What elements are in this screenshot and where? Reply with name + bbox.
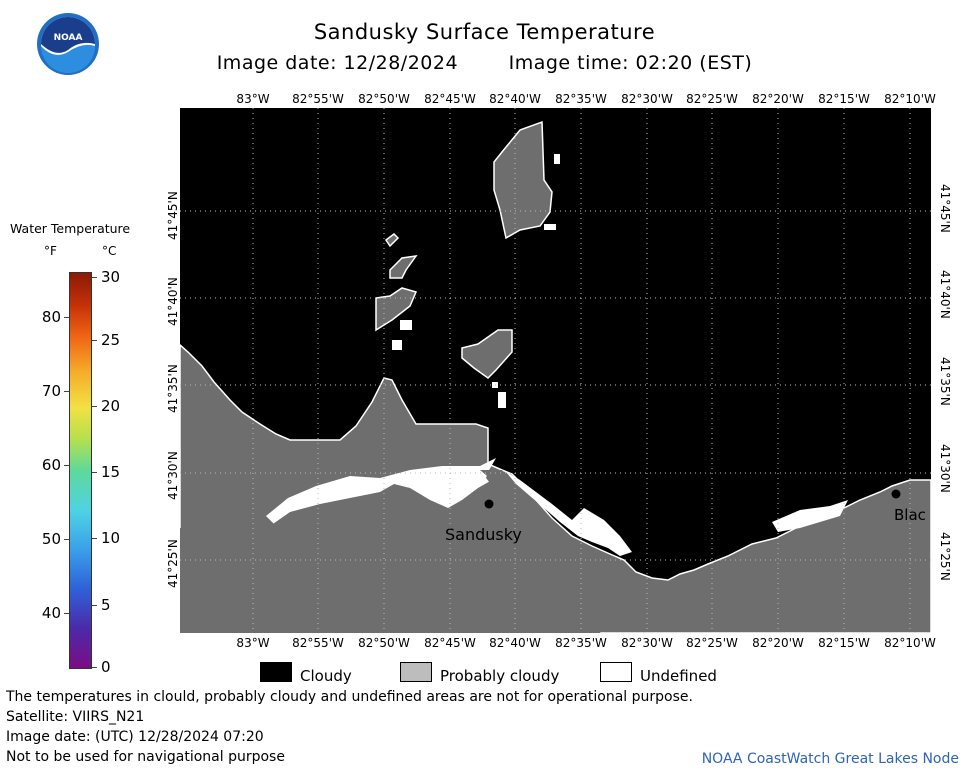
lat-label-left: 41°25'N: [166, 539, 180, 588]
legend-label-probably-cloudy: Probably cloudy: [440, 667, 560, 685]
c-tick-mark: [92, 667, 97, 668]
probably-cloudy-island: [493, 120, 553, 240]
lon-label-top: 82°20'W: [752, 92, 804, 106]
utc-date-text: Image date: (UTC) 12/28/2024 07:20: [6, 729, 264, 745]
lon-label-top: 82°35'W: [555, 92, 607, 106]
c-tick: 20: [101, 397, 121, 415]
f-tick-mark: [64, 317, 69, 318]
undefined-speck: [392, 340, 402, 350]
lon-label-bottom: 82°20'W: [752, 636, 804, 650]
f-tick: 40: [41, 604, 61, 622]
lon-label-bottom: 82°15'W: [818, 636, 870, 650]
undefined-speck: [498, 392, 506, 408]
image-datetime: Image date: 12/28/2024 Image time: 02:20…: [0, 52, 969, 74]
lon-label-bottom: 82°55'W: [292, 636, 344, 650]
image-time: Image time: 02:20 (EST): [508, 52, 753, 74]
lon-label-top: 82°30'W: [621, 92, 673, 106]
f-tick: 50: [41, 530, 61, 548]
undefined-speck: [400, 320, 412, 330]
lon-label-top: 82°45'W: [424, 92, 476, 106]
lon-label-bottom: 82°45'W: [424, 636, 476, 650]
c-tick: 15: [101, 463, 121, 481]
page-title: Sandusky Surface Temperature: [313, 20, 656, 44]
lat-label-left: 41°45'N: [166, 191, 180, 240]
undefined-speck: [544, 224, 556, 230]
disclaimer-text: The temperatures in clould, probably clo…: [6, 689, 693, 705]
f-tick: 70: [41, 382, 61, 400]
probably-cloudy-island: [389, 255, 418, 279]
lon-label-top: 82°25'W: [686, 92, 738, 106]
lat-label-right: 41°25'N: [938, 532, 952, 581]
c-tick-mark: [92, 605, 97, 606]
c-tick-mark: [92, 538, 97, 539]
legend-label-cloudy: Cloudy: [300, 667, 352, 685]
c-tick-mark: [92, 277, 97, 278]
scale-title: Water Temperature: [10, 221, 131, 236]
lon-label-top: 82°15'W: [818, 92, 870, 106]
lat-label-right: 41°35'N: [938, 357, 952, 406]
f-tick: 80: [41, 308, 61, 326]
lat-label-right: 41°45'N: [938, 184, 952, 233]
unit-celsius: °C: [102, 244, 117, 258]
c-tick-mark: [92, 340, 97, 341]
noaa-logo: NOAA: [36, 12, 100, 76]
undefined-speck: [554, 154, 560, 164]
f-tick-mark: [64, 539, 69, 540]
lon-label-bottom: 82°25'W: [686, 636, 738, 650]
c-tick: 10: [101, 529, 121, 547]
c-tick: 0: [101, 658, 111, 676]
f-tick-mark: [64, 391, 69, 392]
noaa-logo-text: NOAA: [54, 33, 83, 43]
c-tick-mark: [92, 406, 97, 407]
lon-label-bottom: 83°W: [236, 636, 270, 650]
sandusky-marker: [484, 499, 494, 509]
f-tick-mark: [64, 465, 69, 466]
lon-label-bottom: 82°10'W: [884, 636, 936, 650]
image-date: Image date: 12/28/2024: [216, 52, 459, 74]
edge-city-label: Blac: [894, 506, 926, 524]
legend-swatch-probably-cloudy: [400, 662, 432, 682]
legend-label-undefined: Undefined: [640, 667, 717, 685]
sandusky-label: Sandusky: [445, 525, 522, 544]
c-tick: 5: [101, 596, 111, 614]
c-tick: 30: [101, 268, 121, 286]
lon-label-bottom: 82°30'W: [621, 636, 673, 650]
lon-label-bottom: 82°35'W: [555, 636, 607, 650]
satellite-text: Satellite: VIIRS_N21: [6, 709, 145, 725]
f-tick-mark: [64, 613, 69, 614]
c-tick-mark: [92, 472, 97, 473]
edge-city-marker: [891, 489, 901, 499]
lat-label-left: 41°35'N: [166, 364, 180, 413]
lon-label-bottom: 82°50'W: [358, 636, 410, 650]
lon-label-top: 83°W: [236, 92, 270, 106]
credit-text: NOAA CoastWatch Great Lakes Node: [701, 751, 959, 767]
navigation-warning: Not to be used for navigational purpose: [6, 749, 285, 765]
lat-label-right: 41°40'N: [938, 270, 952, 319]
lon-label-top: 82°40'W: [489, 92, 541, 106]
lat-label-right: 41°30'N: [938, 444, 952, 493]
probably-cloudy-island: [461, 329, 513, 379]
probably-cloudy-land: [180, 470, 630, 633]
f-tick: 60: [41, 456, 61, 474]
lat-label-left: 41°30'N: [166, 451, 180, 500]
lon-label-bottom: 82°40'W: [489, 636, 541, 650]
probably-cloudy-island: [375, 287, 418, 332]
lon-label-top: 82°10'W: [884, 92, 936, 106]
lon-label-top: 82°50'W: [358, 92, 410, 106]
undefined-area: [506, 472, 632, 556]
legend-swatch-cloudy: [260, 662, 292, 682]
undefined-area: [772, 500, 848, 532]
temperature-colorbar: [69, 272, 92, 669]
probably-cloudy-island: [384, 233, 400, 248]
c-tick: 25: [101, 331, 121, 349]
legend-swatch-undefined: [600, 662, 632, 682]
lat-label-left: 41°40'N: [166, 277, 180, 326]
unit-fahrenheit: °F: [44, 244, 57, 258]
surface-temperature-map: Sandusky Blac: [180, 108, 931, 633]
lon-label-top: 82°55'W: [292, 92, 344, 106]
map-grid: [180, 108, 931, 633]
